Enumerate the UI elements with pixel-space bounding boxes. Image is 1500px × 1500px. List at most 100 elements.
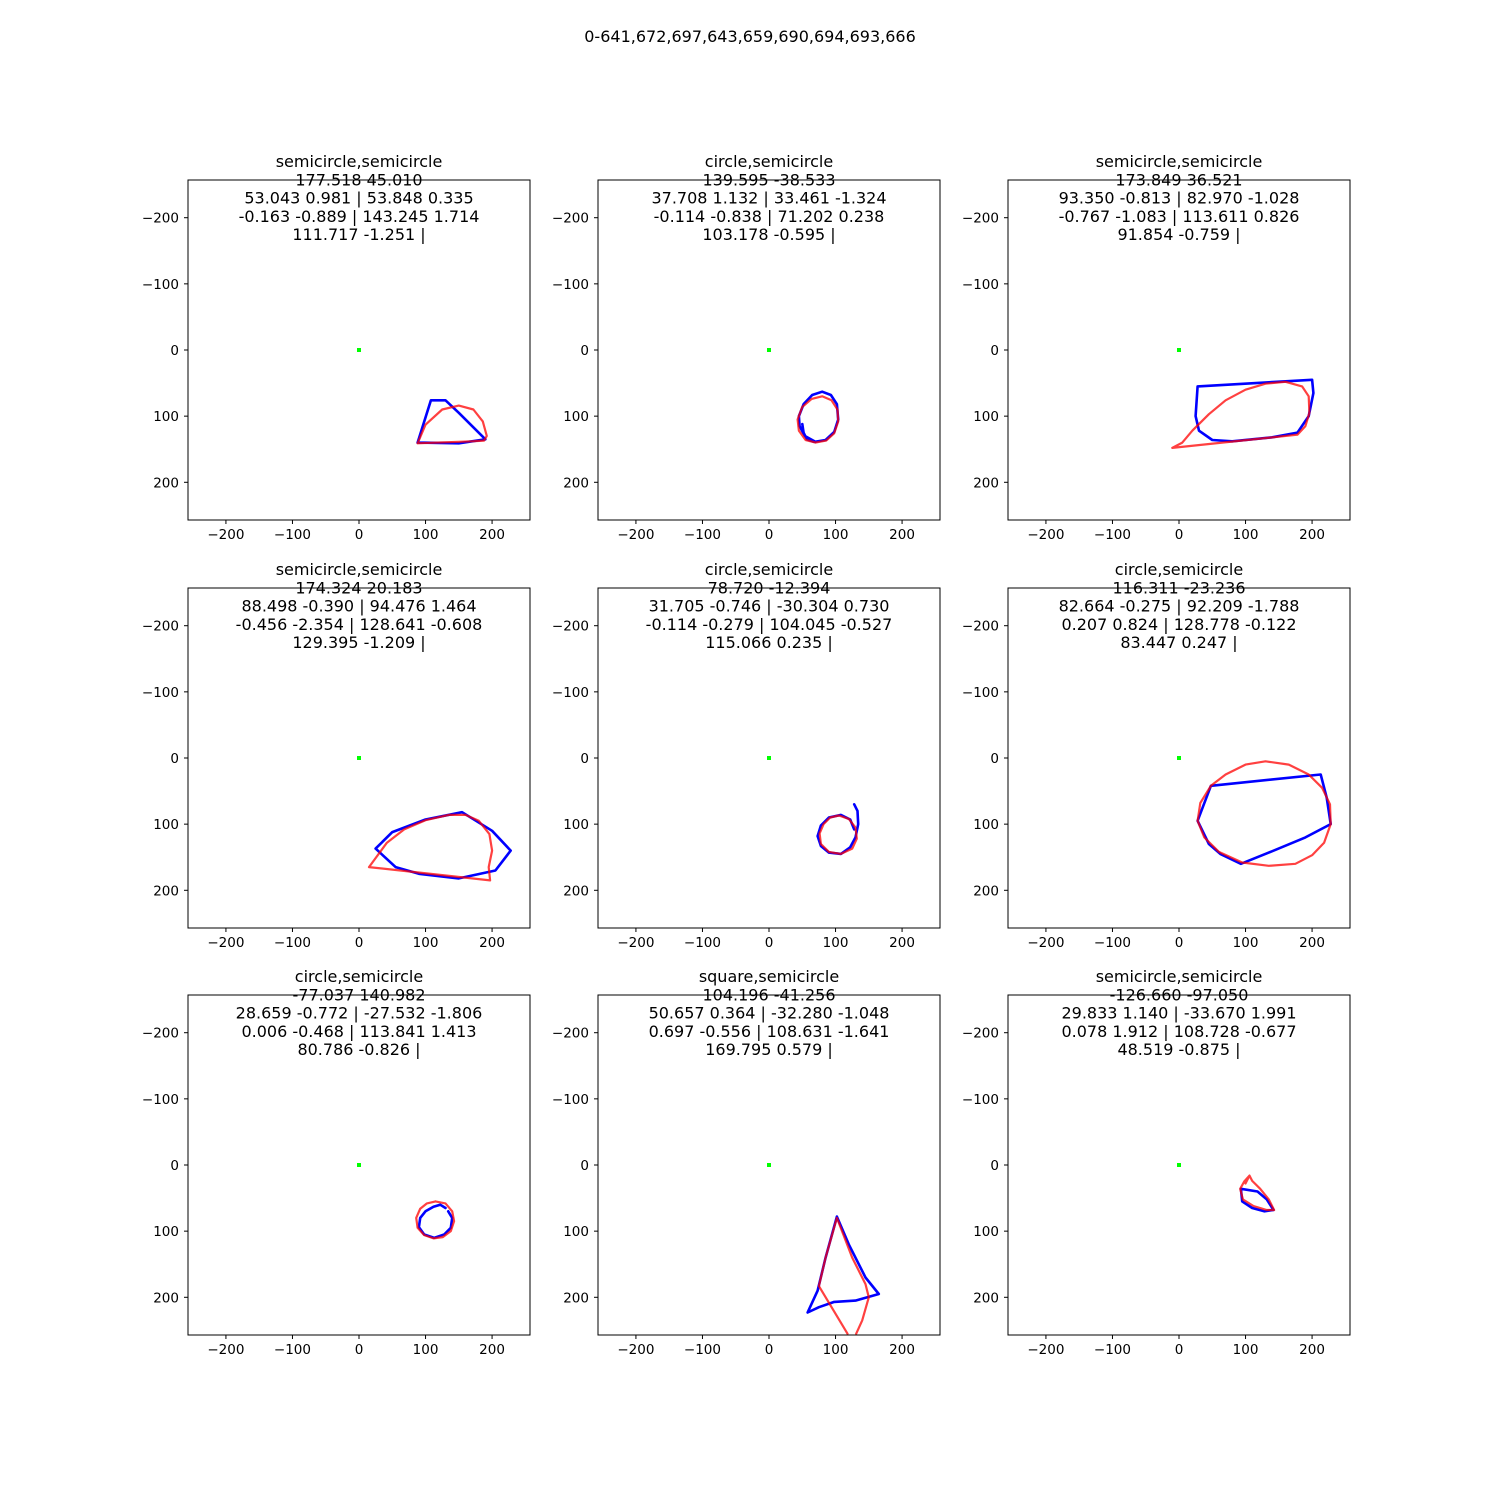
- subplot-title-line: 28.659 -0.772 | -27.532 -1.806: [236, 1004, 483, 1023]
- x-tick-label: −100: [1094, 527, 1131, 543]
- y-tick-label: −100: [142, 277, 179, 293]
- blue-series-line: [416, 398, 487, 445]
- x-tick-label: 0: [765, 935, 774, 951]
- x-tick-label: 0: [1175, 1342, 1184, 1358]
- y-tick-label: −100: [962, 1092, 999, 1108]
- x-tick-label: 0: [355, 935, 364, 951]
- x-tick-label: −100: [1094, 935, 1131, 951]
- plot-area: [357, 756, 513, 882]
- subplot-title-line: 83.447 0.247 |: [1120, 633, 1237, 652]
- y-tick-label: 200: [153, 1290, 179, 1306]
- subplot-title-line: 37.708 1.132 | 33.461 -1.324: [651, 189, 886, 208]
- subplot-title-line: -0.114 -0.279 | 104.045 -0.527: [646, 615, 893, 634]
- x-tick-label: 0: [765, 527, 774, 543]
- axes-frame: [187, 587, 531, 929]
- subplot-title-line: 0.006 -0.468 | 113.841 1.413: [241, 1022, 476, 1041]
- y-tick-label: −100: [552, 685, 589, 701]
- y-tick-label: −100: [552, 277, 589, 293]
- x-tick-label: 0: [1175, 935, 1184, 951]
- origin-marker: [767, 1163, 771, 1167]
- origin-marker: [357, 756, 361, 760]
- y-tick-label: 200: [563, 475, 589, 491]
- subplot-title-line: 82.664 -0.275 | 92.209 -1.788: [1059, 597, 1300, 616]
- x-tick-label: −200: [1027, 935, 1064, 951]
- x-tick-label: 200: [889, 935, 915, 951]
- axes-frame: [187, 994, 531, 1336]
- y-tick-label: 0: [580, 751, 589, 767]
- origin-marker: [1177, 756, 1181, 760]
- axes-frame: [597, 994, 941, 1336]
- y-tick-label: −200: [962, 211, 999, 227]
- subplot-title-line: circle,semicircle: [705, 152, 833, 171]
- y-tick-label: 100: [563, 817, 589, 833]
- y-tick-label: 0: [170, 1158, 179, 1174]
- x-tick-label: 0: [1175, 527, 1184, 543]
- subplot-title-line: 31.705 -0.746 | -30.304 0.730: [649, 597, 890, 616]
- y-tick-label: −100: [962, 277, 999, 293]
- subplot-title-line: 129.395 -1.209 |: [292, 633, 425, 652]
- x-tick-label: −200: [207, 935, 244, 951]
- x-tick-label: −200: [1027, 1342, 1064, 1358]
- x-tick-label: −200: [617, 1342, 654, 1358]
- plot-area: [767, 1163, 881, 1335]
- x-tick-label: 200: [479, 527, 505, 543]
- red-series-line: [1239, 1174, 1276, 1212]
- x-tick-label: 200: [1299, 935, 1325, 951]
- red-series-line: [1171, 380, 1311, 449]
- red-series-line: [415, 1200, 456, 1240]
- y-tick-label: 200: [563, 883, 589, 899]
- plot-area: [767, 756, 860, 856]
- y-tick-label: −200: [552, 211, 589, 227]
- red-series-line: [416, 404, 488, 445]
- plot-area: [1177, 1163, 1276, 1213]
- origin-marker: [767, 348, 771, 352]
- y-tick-label: 200: [973, 475, 999, 491]
- x-tick-label: 100: [1233, 527, 1259, 543]
- x-tick-label: 200: [889, 1342, 915, 1358]
- y-tick-label: −100: [142, 685, 179, 701]
- x-tick-label: −100: [274, 935, 311, 951]
- y-tick-label: 200: [973, 883, 999, 899]
- x-tick-label: 100: [413, 527, 439, 543]
- subplot-9: semicircle,semicircle-126.660 -97.05029.…: [962, 967, 1351, 1358]
- subplot-title-line: 0.078 1.912 | 108.728 -0.677: [1061, 1022, 1296, 1041]
- subplot-title-line: 29.833 1.140 | -33.670 1.991: [1061, 1004, 1296, 1023]
- subplot-title-line: -0.456 -2.354 | 128.641 -0.608: [236, 615, 483, 634]
- y-tick-label: 0: [580, 1158, 589, 1174]
- y-tick-label: −200: [962, 1026, 999, 1042]
- y-tick-label: 100: [153, 409, 179, 425]
- x-tick-label: 100: [413, 1342, 439, 1358]
- subplot-title-line: 0.697 -0.556 | 108.631 -1.641: [649, 1022, 890, 1041]
- x-tick-label: −200: [617, 527, 654, 543]
- y-tick-label: 100: [563, 1224, 589, 1240]
- subplot-title-line: 88.498 -0.390 | 94.476 1.464: [241, 597, 476, 616]
- subplot-title-line: 50.657 0.364 | -32.280 -1.048: [649, 1004, 890, 1023]
- x-tick-label: 100: [413, 935, 439, 951]
- subplot-title-line: circle,semicircle: [705, 560, 833, 579]
- plot-area: [1177, 756, 1332, 867]
- red-series-line: [818, 814, 858, 856]
- y-tick-label: 100: [563, 409, 589, 425]
- y-tick-label: 100: [973, 409, 999, 425]
- x-tick-label: 100: [823, 935, 849, 951]
- y-tick-label: 200: [153, 883, 179, 899]
- y-tick-label: 100: [153, 1224, 179, 1240]
- subplot-title-line: 0.207 0.824 | 128.778 -0.122: [1061, 615, 1296, 634]
- x-tick-label: −100: [684, 527, 721, 543]
- origin-marker: [1177, 348, 1181, 352]
- y-tick-label: −100: [552, 1092, 589, 1108]
- x-tick-label: 100: [823, 1342, 849, 1358]
- x-tick-label: 100: [1233, 1342, 1259, 1358]
- x-tick-label: −200: [207, 527, 244, 543]
- y-tick-label: 0: [170, 751, 179, 767]
- x-tick-label: −100: [684, 1342, 721, 1358]
- y-tick-label: 100: [973, 817, 999, 833]
- y-tick-label: 0: [990, 1158, 999, 1174]
- x-tick-label: −100: [274, 527, 311, 543]
